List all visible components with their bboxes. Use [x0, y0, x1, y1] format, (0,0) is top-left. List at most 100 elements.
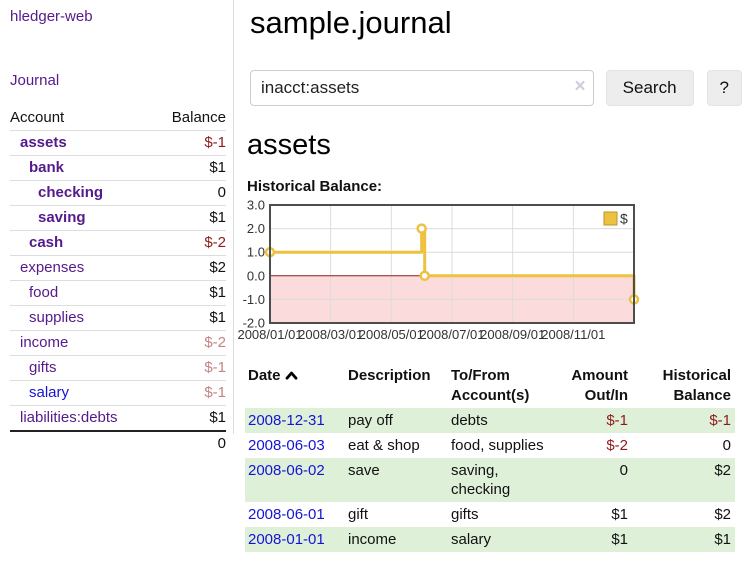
register-row: 2008-06-02 save saving, checking 0 $2 [245, 458, 735, 502]
sidebar-account-cash[interactable]: cash [29, 234, 64, 251]
svg-text:2008/11/01: 2008/11/01 [541, 327, 605, 342]
transaction-amount: $1 [611, 531, 628, 548]
sidebar-account-saving[interactable]: saving [38, 209, 86, 226]
transaction-amount: $-2 [606, 437, 628, 454]
sidebar-account-supplies[interactable]: supplies [29, 309, 85, 326]
transaction-description: gift [348, 506, 369, 523]
transaction-date-link[interactable]: 2008-06-03 [248, 437, 325, 454]
sidebar: hledger-web Journal Account Balance asse… [0, 0, 234, 456]
account-balance: $1 [153, 155, 226, 181]
transaction-amount: 0 [619, 462, 628, 479]
col-description: Description [348, 367, 431, 384]
accounts-total-row: 0 [10, 430, 226, 456]
svg-text:2008/09/01: 2008/09/01 [480, 327, 545, 342]
account-row: liabilities:debts $1 [10, 405, 226, 431]
svg-text:-1.0: -1.0 [243, 292, 265, 307]
sidebar-account-income[interactable]: income [20, 334, 69, 351]
svg-text:2008/05/01: 2008/05/01 [359, 327, 424, 342]
col-amount: Amount Out/In [571, 367, 628, 404]
account-balance: $1 [153, 280, 226, 306]
svg-text:3.0: 3.0 [247, 198, 265, 213]
register-account-heading: assets [247, 129, 331, 161]
historical-balance-chart: 3.0 2.0 1.0 0.0 -1.0 -2.0 2008/01/01 2008/03/01… [237, 198, 742, 346]
transaction-account: saving, checking [451, 462, 511, 498]
main-content: sample.journal × Search ? assets Histori… [237, 0, 742, 552]
sidebar-account-assets[interactable]: assets [20, 134, 67, 151]
transaction-description: pay off [348, 412, 393, 429]
transaction-amount: $-1 [606, 412, 628, 429]
account-balance: $-1 [153, 355, 226, 381]
accounts-total-balance: 0 [153, 430, 226, 456]
account-balance: $1 [153, 205, 226, 231]
account-row: cash $-2 [10, 230, 226, 256]
transaction-account: debts [451, 412, 488, 429]
search-bar: × Search ? [250, 70, 742, 106]
account-balance: $-1 [153, 380, 226, 406]
transaction-balance: $2 [714, 462, 731, 479]
account-row: assets $-1 [10, 130, 226, 156]
transaction-account: gifts [451, 506, 479, 523]
svg-text:2008/01/01: 2008/01/01 [237, 327, 302, 342]
transaction-balance: 0 [722, 437, 731, 454]
col-date-sortable[interactable]: Date [245, 364, 345, 408]
svg-text:2008/03/01: 2008/03/01 [298, 327, 363, 342]
nav-journal-link[interactable]: Journal [10, 72, 60, 89]
search-box: × [250, 70, 594, 106]
register-row: 2008-06-03 eat & shop food, supplies $-2… [245, 433, 735, 458]
sidebar-account-salary[interactable]: salary [29, 384, 70, 401]
account-row: checking 0 [10, 180, 226, 206]
sidebar-account-bank[interactable]: bank [29, 159, 65, 176]
transaction-account: salary [451, 531, 492, 548]
transaction-balance: $1 [714, 531, 731, 548]
svg-text:1.0: 1.0 [247, 245, 265, 260]
account-row: expenses $2 [10, 255, 226, 281]
svg-text:0.0: 0.0 [247, 268, 265, 283]
transaction-date-link[interactable]: 2008-12-31 [248, 412, 325, 429]
transaction-account: food, supplies [451, 437, 544, 454]
account-balance: $1 [153, 405, 226, 431]
account-row: salary $-1 [10, 380, 226, 406]
sidebar-account-food[interactable]: food [29, 284, 59, 301]
search-input[interactable] [250, 70, 594, 106]
accounts-table: Account Balance assets $-1 bank $1 check… [10, 106, 226, 456]
account-balance: $1 [153, 305, 226, 331]
account-row: food $1 [10, 280, 226, 306]
sidebar-account-gifts[interactable]: gifts [29, 359, 57, 376]
transaction-balance: $-1 [709, 412, 731, 429]
clear-search-icon[interactable]: × [574, 76, 586, 97]
account-balance: $-2 [153, 230, 226, 256]
transaction-balance: $2 [714, 506, 731, 523]
transaction-amount: $1 [611, 506, 628, 523]
chart-heading: Historical Balance: [247, 178, 383, 195]
svg-text:2008/07/01: 2008/07/01 [419, 327, 484, 342]
svg-text:2.0: 2.0 [247, 221, 265, 236]
register-row: 2008-01-01 income salary $1 $1 [245, 527, 735, 552]
account-row: supplies $1 [10, 305, 226, 331]
sidebar-account-checking[interactable]: checking [38, 184, 104, 201]
chart-canvas: 3.0 2.0 1.0 0.0 -1.0 -2.02008/01/012008/03/01… [237, 198, 640, 342]
search-button[interactable]: Search [605, 70, 694, 106]
account-row: bank $1 [10, 155, 226, 181]
svg-text:-2.0: -2.0 [243, 316, 265, 331]
account-balance: $-1 [153, 130, 226, 156]
transaction-date-link[interactable]: 2008-06-01 [248, 506, 325, 523]
account-row: gifts $-1 [10, 355, 226, 381]
accounts-table-header: Account Balance [10, 106, 226, 131]
register-table: Date Description To/From Account(s) Amou… [245, 364, 735, 552]
help-button[interactable]: ? [706, 70, 742, 106]
transaction-date-link[interactable]: 2008-06-02 [248, 462, 325, 479]
accounts-col-balance: Balance [171, 109, 226, 126]
sort-ascending-icon [285, 367, 298, 387]
sidebar-account-expenses[interactable]: expenses [20, 259, 85, 276]
transaction-description: save [348, 462, 380, 479]
account-balance: $-2 [153, 330, 226, 356]
col-account: To/From Account(s) [451, 367, 530, 404]
app-title-link[interactable]: hledger-web [10, 8, 93, 25]
register-row: 2008-06-01 gift gifts $1 $2 [245, 502, 735, 527]
transaction-date-link[interactable]: 2008-01-01 [248, 531, 325, 548]
accounts-col-account: Account [10, 109, 65, 126]
col-balance: Historical Balance [662, 367, 731, 404]
account-balance: 0 [153, 180, 226, 206]
account-row: income $-2 [10, 330, 226, 356]
sidebar-account-liabilities-debts[interactable]: liabilities:debts [20, 409, 118, 426]
